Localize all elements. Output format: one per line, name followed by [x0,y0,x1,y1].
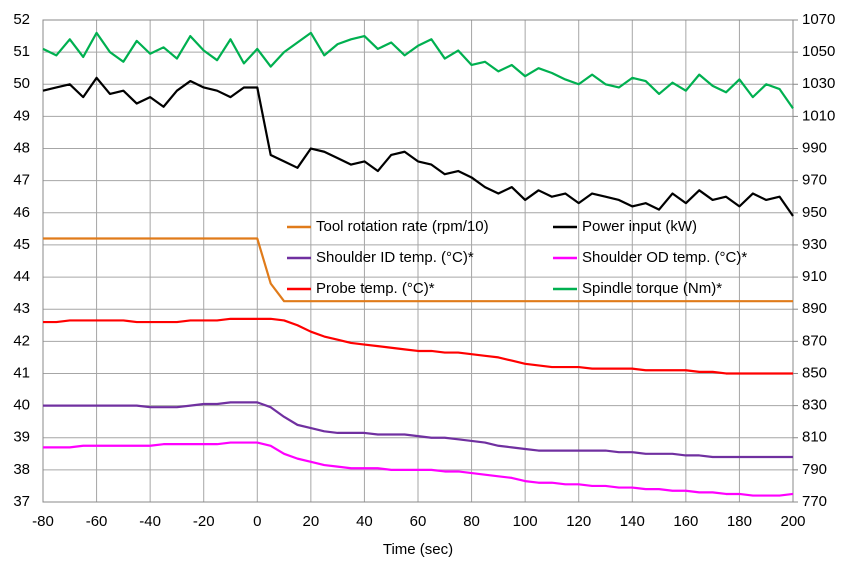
legend-label: Shoulder ID temp. (°C)* [316,249,474,266]
x-tick-label: 100 [513,513,538,530]
y2-tick-label: 810 [802,429,827,446]
y2-tick-label: 770 [802,493,827,510]
y2-tick-label: 790 [802,461,827,478]
series-line [42,76,794,217]
x-tick-label: 60 [410,513,427,530]
x-tick-label: -80 [32,513,54,530]
x-axis-label: Time (sec) [383,541,453,558]
y2-tick-label: 950 [802,204,827,221]
y2-tick-label: 910 [802,268,827,285]
series-line [43,317,793,375]
y2-tick-label: 1010 [802,107,835,124]
y-tick-label: 47 [13,172,30,189]
x-tick-label: 120 [566,513,591,530]
y2-tick-label: 1050 [802,43,835,60]
y2-tick-label: 930 [802,236,827,253]
y2-tick-label: 830 [802,397,827,414]
y-tick-label: 42 [13,332,30,349]
x-tick-label: 200 [780,513,805,530]
x-tick-label: 160 [673,513,698,530]
series-line [43,237,793,303]
y2-tick-label: 970 [802,172,827,189]
x-tick-label: 0 [253,513,261,530]
series-line [43,401,793,459]
y-tick-label: 40 [13,397,30,414]
y-tick-label: 44 [13,268,30,285]
y-tick-label: 52 [13,11,30,28]
y-tick-label: 46 [13,204,30,221]
y-tick-label: 43 [13,300,30,317]
x-tick-label: 180 [727,513,752,530]
y-tick-label: 45 [13,236,30,253]
x-tick-label: -60 [86,513,108,530]
series-line [42,31,794,109]
y2-tick-label: 850 [802,364,827,381]
y-tick-label: 41 [13,364,30,381]
x-tick-label: -40 [139,513,161,530]
plot-frame [42,19,794,503]
legend-label: Tool rotation rate (rpm/10) [316,218,489,235]
y2-tick-label: 890 [802,300,827,317]
series-line [43,441,794,497]
y2-tick-label: 1070 [802,11,835,28]
legend-label: Probe temp. (°C)* [316,280,435,297]
y-tick-label: 49 [13,107,30,124]
legend-label: Shoulder OD temp. (°C)* [582,249,747,266]
y2-tick-label: 1030 [802,75,835,92]
x-tick-label: 140 [620,513,645,530]
y-tick-label: 51 [13,43,30,60]
y-tick-label: 37 [13,493,30,510]
x-tick-label: 20 [303,513,320,530]
x-tick-label: 40 [356,513,373,530]
y2-tick-label: 870 [802,332,827,349]
y-tick-label: 48 [13,140,30,157]
x-tick-label: -20 [193,513,215,530]
x-tick-label: 80 [463,513,480,530]
y2-tick-label: 990 [802,140,827,157]
y-tick-label: 50 [13,75,30,92]
legend-label: Spindle torque (Nm)* [582,280,722,297]
legend-label: Power input (kW) [582,218,697,235]
y-tick-label: 39 [13,429,30,446]
y-tick-label: 38 [13,461,30,478]
